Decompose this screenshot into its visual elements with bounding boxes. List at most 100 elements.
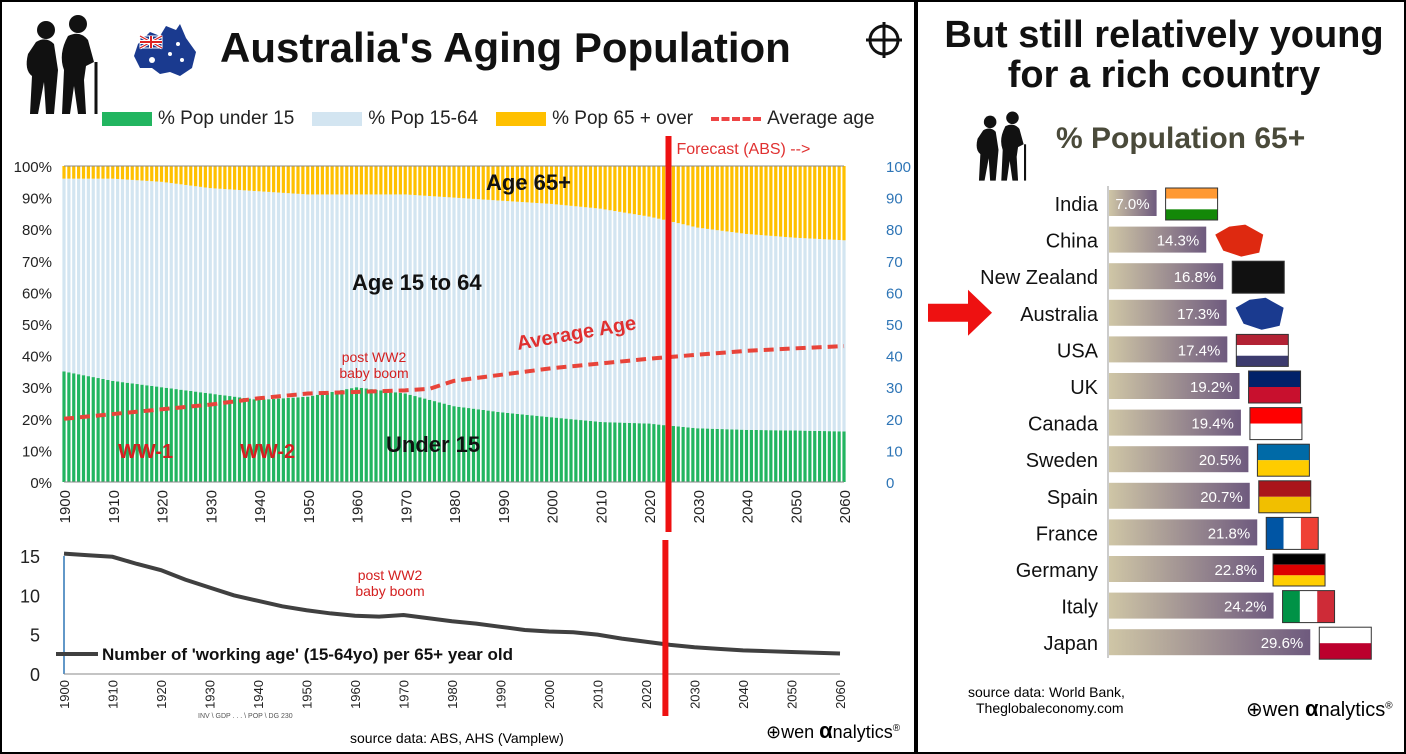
bar-15to64	[213, 188, 217, 395]
bar-15to64	[203, 187, 207, 393]
bar-65plus	[608, 166, 612, 211]
bar-15to64	[705, 228, 710, 429]
bar-65plus	[818, 166, 822, 239]
bar-65plus	[783, 166, 788, 237]
bar-under15	[462, 407, 466, 482]
bar-65plus	[632, 166, 636, 215]
bar-under15	[350, 388, 354, 482]
bar-15to64	[159, 181, 164, 388]
bar-under15	[554, 417, 558, 482]
page-title: Australia's Aging Population	[220, 24, 791, 71]
crosshair-icon[interactable]	[864, 20, 904, 60]
x-tick-label: 2000	[545, 490, 562, 523]
bar-65plus	[179, 166, 183, 185]
bar-15to64	[179, 184, 183, 390]
x-tick-label: 1910	[106, 680, 121, 709]
bar-15to64	[774, 236, 778, 431]
country-label: Spain	[1047, 487, 1098, 509]
bar-65plus	[159, 166, 164, 182]
red-arrow-icon	[928, 289, 992, 336]
bar-65plus	[86, 166, 90, 179]
elderly-couple-icon	[26, 15, 98, 114]
bar-15to64	[286, 193, 290, 398]
y2-tick-label: 10	[886, 443, 903, 460]
bar-under15	[530, 415, 534, 482]
bar-65plus	[418, 166, 422, 196]
country-label: Italy	[1061, 597, 1098, 619]
bar-65plus	[740, 166, 744, 234]
country-value-label: 17.4%	[1178, 342, 1221, 359]
bar-65plus	[569, 166, 573, 206]
bar-15to64	[111, 178, 115, 381]
bar-under15	[447, 404, 451, 482]
forecast-label: Forecast (ABS) -->	[677, 141, 811, 158]
bar-65plus	[237, 166, 242, 191]
bar-under15	[86, 376, 90, 482]
bar-under15	[208, 393, 212, 482]
bar-under15	[77, 374, 81, 482]
flag-stripe	[1165, 198, 1218, 210]
bar-under15	[135, 384, 139, 482]
tiny-note: INV \ GDP . . . \ POP \ DG 230	[198, 713, 293, 720]
bar-under15	[623, 422, 627, 482]
bar-15to64	[330, 194, 334, 392]
bar-15to64	[496, 200, 500, 412]
bar-65plus	[106, 166, 110, 179]
bar-under15	[272, 398, 276, 482]
bar-under15	[540, 416, 544, 482]
y-tick-label: 50%	[22, 317, 52, 334]
bar-65plus	[335, 166, 339, 195]
bar-65plus	[272, 166, 276, 193]
country-label: China	[1046, 231, 1099, 253]
flag-stripe	[1236, 345, 1289, 356]
flag-icon	[1231, 260, 1285, 294]
x-tick-label: 2060	[833, 680, 848, 709]
flag-border	[1165, 187, 1219, 221]
bar-65plus	[832, 166, 836, 240]
bar-65plus	[637, 166, 641, 215]
bar-under15	[116, 381, 120, 482]
bar-65plus	[618, 166, 622, 212]
bar-65plus	[540, 166, 544, 204]
bar-under15	[437, 402, 441, 482]
bar-65plus	[189, 166, 193, 186]
x-tick-label: 2050	[785, 680, 800, 709]
x-tick-label: 1970	[397, 680, 412, 709]
bar-15to64	[520, 202, 524, 415]
bar-65plus	[145, 166, 149, 181]
bar-15to64	[803, 238, 807, 431]
label-boom-1: post WW2	[358, 567, 423, 583]
bar-under15	[296, 397, 300, 482]
flag-stripe	[1258, 480, 1311, 497]
bar-15to64	[720, 230, 724, 430]
flag-icon	[1258, 480, 1312, 514]
bar-65plus	[457, 166, 461, 198]
bar-under15	[725, 429, 729, 482]
bar-65plus	[627, 166, 632, 214]
bar-65plus	[101, 166, 105, 179]
bar-under15	[120, 382, 125, 482]
bar-15to64	[686, 225, 690, 428]
bar-65plus	[150, 166, 154, 182]
bar-under15	[364, 388, 368, 482]
bar-65plus	[130, 166, 134, 180]
bar-under15	[676, 426, 680, 482]
bar-15to64	[408, 194, 412, 395]
country-bar	[1109, 336, 1228, 363]
y2-tick-label: 80	[886, 222, 903, 239]
bar-65plus	[447, 166, 451, 198]
bar-15to64	[198, 186, 203, 393]
bar-under15	[808, 430, 812, 482]
bar-65plus	[315, 166, 320, 195]
bar-15to64	[413, 195, 417, 397]
y-tick-label: 5	[30, 626, 40, 646]
bar-15to64	[457, 197, 461, 407]
flag-icon	[1235, 297, 1284, 330]
bar-15to64	[116, 178, 120, 382]
bar-65plus	[218, 166, 222, 189]
bar-15to64	[710, 229, 714, 429]
bar-65plus	[798, 166, 802, 238]
y2-tick-label: 20	[886, 412, 903, 429]
label-age65: Age 65+	[486, 170, 571, 195]
bar-under15	[96, 378, 100, 482]
